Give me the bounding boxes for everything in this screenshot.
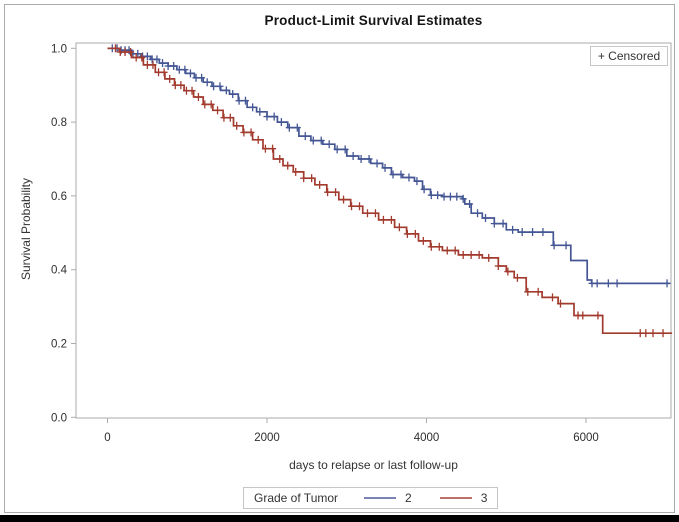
svg-text:0.8: 0.8 <box>51 117 67 129</box>
legend-label-grade-3: 3 <box>480 491 488 505</box>
svg-text:0.0: 0.0 <box>51 412 67 424</box>
window-bottom-bar <box>0 515 679 522</box>
svg-text:0.6: 0.6 <box>51 191 67 203</box>
legend-line-blue <box>364 497 397 499</box>
svg-text:1.0: 1.0 <box>51 43 67 55</box>
legend-item-grade-2: 2 <box>364 491 412 505</box>
svg-text:6000: 6000 <box>573 432 599 444</box>
y-axis-label: Survival Probability <box>19 177 33 281</box>
legend-label-grade-2: 2 <box>405 491 412 505</box>
svg-text:4000: 4000 <box>414 432 440 444</box>
censored-legend-box: + Censored <box>590 46 668 66</box>
censored-label: + Censored <box>597 49 661 63</box>
chart-title: Product-Limit Survival Estimates <box>264 13 483 28</box>
x-axis-label: days to relapse or last follow-up <box>289 458 458 472</box>
svg-text:0: 0 <box>104 432 110 444</box>
svg-text:0.2: 0.2 <box>51 339 67 351</box>
legend-title: Grade of Tumor <box>254 491 339 505</box>
legend: Grade of Tumor 2 3 <box>243 487 499 509</box>
svg-text:2000: 2000 <box>254 432 280 444</box>
figure-border <box>4 4 675 513</box>
legend-item-grade-3: 3 <box>439 491 488 505</box>
svg-text:0.4: 0.4 <box>51 265 68 277</box>
legend-line-red <box>439 497 472 499</box>
